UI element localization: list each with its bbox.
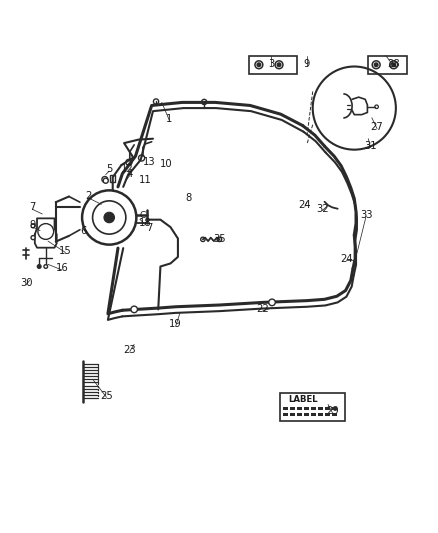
Text: 7: 7: [29, 203, 35, 213]
Text: 30: 30: [20, 278, 32, 288]
Text: 9: 9: [303, 59, 310, 69]
Text: 31: 31: [364, 141, 376, 151]
Text: 12: 12: [121, 164, 134, 174]
Text: 27: 27: [370, 123, 382, 132]
Bar: [110, 175, 115, 182]
Bar: [290, 413, 294, 416]
Text: 11: 11: [138, 175, 151, 185]
Circle shape: [31, 236, 35, 240]
Text: 35: 35: [213, 235, 225, 244]
Text: 7: 7: [146, 223, 152, 233]
Circle shape: [276, 63, 280, 67]
Bar: [311, 407, 315, 410]
Bar: [297, 413, 301, 416]
Circle shape: [31, 224, 35, 228]
Circle shape: [102, 176, 107, 182]
Text: 8: 8: [185, 193, 191, 203]
Text: 1: 1: [166, 114, 172, 124]
Text: C: C: [139, 211, 145, 220]
Bar: [311, 413, 315, 416]
Text: 33: 33: [359, 210, 371, 220]
Text: 2: 2: [85, 191, 91, 201]
Text: 10: 10: [159, 159, 172, 168]
Circle shape: [268, 299, 275, 305]
Text: 32: 32: [315, 204, 328, 214]
Circle shape: [103, 178, 108, 183]
Text: 3: 3: [268, 59, 274, 69]
Bar: [304, 413, 308, 416]
Text: 29: 29: [325, 406, 338, 416]
Text: 4: 4: [127, 169, 133, 179]
Text: 9: 9: [29, 220, 35, 230]
Bar: [283, 407, 287, 410]
Text: 6: 6: [81, 225, 87, 236]
Bar: [332, 407, 336, 410]
Bar: [283, 413, 287, 416]
Bar: [325, 413, 329, 416]
Bar: [332, 413, 336, 416]
Text: 18: 18: [138, 218, 151, 228]
Bar: [290, 407, 294, 410]
Circle shape: [104, 212, 114, 223]
Circle shape: [37, 265, 41, 268]
Text: 5: 5: [106, 164, 112, 174]
Circle shape: [131, 306, 137, 313]
Bar: [318, 407, 322, 410]
Text: 25: 25: [100, 391, 113, 401]
Circle shape: [257, 63, 260, 67]
Text: 23: 23: [123, 345, 136, 354]
Text: 13: 13: [143, 157, 155, 167]
Text: 15: 15: [59, 246, 72, 256]
Circle shape: [391, 63, 395, 67]
Bar: [304, 407, 308, 410]
Circle shape: [374, 63, 377, 67]
Text: 16: 16: [56, 263, 68, 273]
Text: 24: 24: [339, 254, 352, 264]
Text: LABEL: LABEL: [287, 395, 317, 405]
Bar: [249, 55, 296, 74]
Text: 19: 19: [169, 319, 182, 329]
Text: 24: 24: [298, 200, 311, 210]
Text: 28: 28: [386, 59, 399, 69]
Bar: [367, 55, 406, 74]
Bar: [279, 393, 344, 421]
Text: 22: 22: [255, 304, 268, 314]
Bar: [297, 407, 301, 410]
Bar: [318, 413, 322, 416]
Circle shape: [44, 265, 47, 268]
Bar: [325, 407, 329, 410]
